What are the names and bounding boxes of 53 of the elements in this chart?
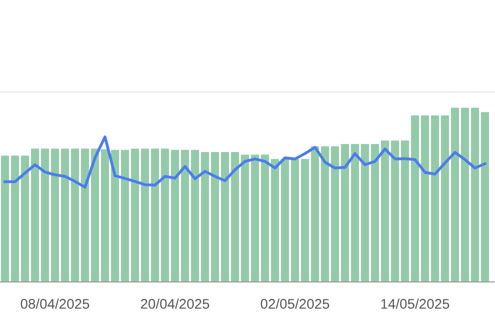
bar <box>131 148 139 282</box>
bar <box>181 150 189 282</box>
bar <box>101 149 109 282</box>
bar <box>91 148 99 282</box>
bar <box>321 146 329 282</box>
bar <box>371 144 379 282</box>
bar <box>261 154 269 282</box>
bar <box>471 108 479 282</box>
bar <box>481 112 489 282</box>
bar <box>231 152 239 282</box>
bar <box>311 146 319 282</box>
bar <box>201 152 209 282</box>
bar <box>81 148 89 282</box>
bar <box>291 158 299 282</box>
bar <box>461 108 469 282</box>
bar <box>431 115 439 282</box>
bar <box>191 150 199 282</box>
bar <box>11 156 19 282</box>
bar <box>351 144 359 282</box>
bar <box>241 154 249 282</box>
x-tick-label: 08/04/2025 <box>20 298 90 309</box>
bar <box>421 115 429 282</box>
bar <box>331 146 339 282</box>
bar <box>361 144 369 282</box>
x-tick-label: 14/05/2025 <box>381 298 450 309</box>
bar <box>221 152 229 282</box>
bar <box>151 148 159 282</box>
bar <box>381 140 389 282</box>
bar <box>121 150 129 282</box>
x-tick-label: 02/05/2025 <box>260 298 330 309</box>
bar <box>211 152 219 282</box>
bar <box>21 156 29 282</box>
bar <box>441 115 449 282</box>
bar <box>1 156 9 282</box>
bar <box>161 148 169 282</box>
bar <box>411 115 419 282</box>
bar <box>31 148 39 282</box>
bar <box>51 148 59 282</box>
bar <box>271 158 279 282</box>
x-tick-label: 20/04/2025 <box>140 298 210 309</box>
bar <box>251 154 259 282</box>
bar <box>41 148 49 282</box>
bar <box>61 148 69 282</box>
bar <box>391 140 399 282</box>
bar <box>281 158 289 282</box>
bar <box>171 150 179 282</box>
bar <box>301 158 309 282</box>
bar <box>451 108 459 282</box>
bar <box>341 144 349 282</box>
bar <box>71 148 79 282</box>
bar <box>401 140 409 282</box>
bar <box>141 148 149 282</box>
bar <box>111 150 119 282</box>
